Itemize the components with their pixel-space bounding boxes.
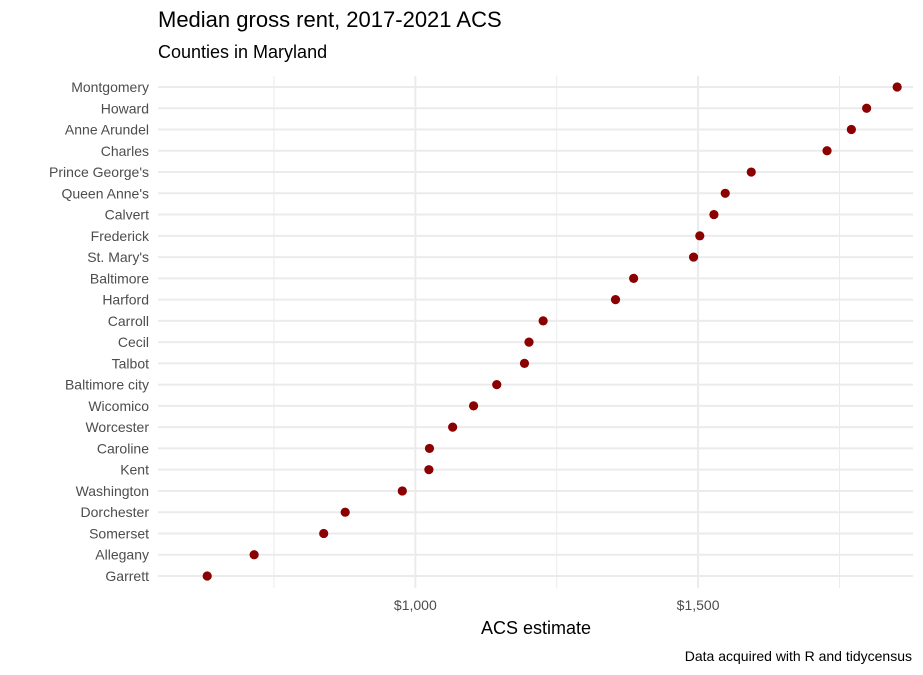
chart-caption: Data acquired with R and tidycensus <box>685 648 912 664</box>
x-axis-label: ACS estimate <box>481 618 591 638</box>
data-point <box>846 124 856 135</box>
data-point <box>629 273 639 283</box>
y-axis-tick-labels: Montgomery Howard Anne Arundel Charles Princ… <box>49 79 150 584</box>
data-point <box>319 528 329 539</box>
y-tick-label: Calvert <box>105 207 149 223</box>
y-tick-label: Howard <box>101 100 149 116</box>
y-tick-label: Frederick <box>91 228 150 244</box>
data-point <box>688 252 699 262</box>
y-tick-label: Cecil <box>118 334 149 350</box>
y-tick-label: Carroll <box>108 313 149 329</box>
data-point <box>695 231 705 241</box>
data-point <box>746 167 756 177</box>
grid <box>158 76 913 588</box>
data-point <box>468 401 479 411</box>
data-point <box>822 146 832 156</box>
y-tick-label: St. Mary's <box>87 249 149 265</box>
data-point <box>492 380 502 390</box>
y-tick-label: Prince George's <box>49 164 149 180</box>
y-tick-label: Anne Arundel <box>65 122 149 138</box>
y-tick-label: Washington <box>76 483 149 499</box>
data-points <box>202 82 902 581</box>
data-point <box>709 209 719 220</box>
data-point <box>892 82 902 92</box>
data-point <box>340 507 350 517</box>
data-point <box>519 358 530 368</box>
y-tick-label: Wicomico <box>88 398 149 414</box>
y-tick-label: Baltimore city <box>65 377 149 393</box>
data-point <box>862 103 872 113</box>
chart-subtitle: Counties in Maryland <box>158 42 327 62</box>
data-point <box>397 486 407 496</box>
data-point <box>720 188 730 198</box>
y-tick-label: Kent <box>120 462 149 478</box>
y-tick-label: Caroline <box>97 440 149 456</box>
x-tick-label: $1,000 <box>394 597 437 613</box>
data-point <box>538 316 548 326</box>
y-tick-label: Somerset <box>89 525 149 541</box>
y-tick-label: Talbot <box>112 355 149 371</box>
y-tick-label: Baltimore <box>90 270 149 286</box>
y-tick-label: Charles <box>101 143 149 159</box>
x-axis-tick-labels: $1,000 $1,500 <box>394 597 720 613</box>
y-tick-label: Garrett <box>105 568 149 584</box>
y-tick-label: Queen Anne's <box>61 185 149 201</box>
data-point <box>524 337 534 347</box>
data-point <box>424 465 434 475</box>
y-tick-label: Dorchester <box>81 504 150 520</box>
chart-title: Median gross rent, 2017-2021 ACS <box>158 7 502 32</box>
data-point <box>249 550 259 560</box>
data-point <box>202 571 212 581</box>
y-tick-label: Montgomery <box>71 79 149 95</box>
y-tick-label: Worcester <box>85 419 149 435</box>
x-tick-label: $1,500 <box>677 597 720 613</box>
y-tick-label: Harford <box>102 292 149 308</box>
data-point <box>424 443 435 454</box>
y-tick-label: Allegany <box>95 547 149 563</box>
data-point <box>448 422 458 432</box>
data-point <box>610 295 621 305</box>
